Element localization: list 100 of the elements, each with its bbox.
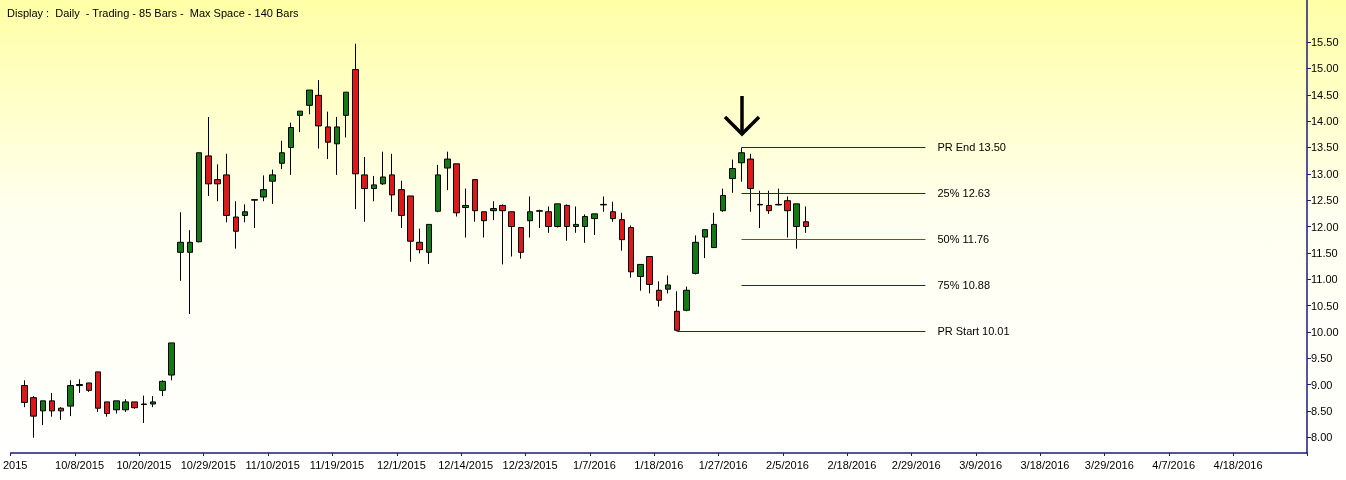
candlestick (435, 164, 441, 213)
candlestick (159, 379, 166, 397)
candlestick (86, 382, 92, 393)
y-tick-label: 11.00 (1311, 273, 1338, 286)
candlestick (334, 116, 340, 176)
candlestick (389, 153, 395, 213)
x-tick-label: 10/29/2015 (180, 458, 236, 471)
x-tick-label: 12/23/2015 (502, 458, 558, 471)
y-tick-label: 13.00 (1311, 167, 1339, 180)
text: Display : Daily - Trading - 85 Bars - Max Space - 140 Bars (7, 6, 300, 19)
x-tick-label: 12/1/2015 (376, 458, 426, 471)
candlestick (702, 229, 708, 259)
x-tick-label: 2/18/2016 (827, 458, 877, 471)
y-tick-label: 15.00 (1311, 62, 1339, 75)
candlestick (536, 209, 543, 229)
candlestick (104, 401, 110, 418)
x-tick-label: 11/19/2015 (309, 458, 365, 471)
x-tick-label: 1/27/2016 (698, 458, 748, 471)
candlestick (196, 152, 202, 243)
candlestick (656, 280, 662, 308)
y-tick-label: 15.50 (1311, 36, 1339, 49)
candlestick (251, 199, 258, 229)
candlestick (619, 212, 625, 252)
candlestick (582, 213, 588, 244)
candlestick (747, 153, 754, 213)
candlestick (711, 212, 717, 249)
candlestick (600, 195, 607, 213)
y-tick-label: 10.50 (1311, 299, 1339, 312)
candlestick (453, 163, 460, 217)
candlestick (269, 169, 276, 205)
x-tick-label: 2015 (2, 458, 28, 471)
y-tick-label: 8.50 (1311, 404, 1333, 417)
x-tick-label: 10/20/2015 (116, 458, 172, 471)
candlestick (407, 195, 414, 263)
candlestick (233, 200, 239, 250)
candlestick (279, 140, 285, 170)
x-tick-label: 4/18/2016 (1213, 458, 1263, 471)
candlestick (674, 290, 680, 332)
candlestick (757, 190, 763, 229)
candlestick (490, 200, 497, 221)
y-tick-label: 12.50 (1311, 194, 1339, 207)
y-tick-label: 9.50 (1311, 352, 1333, 365)
candlestick (242, 203, 248, 223)
candlestick (472, 179, 478, 223)
candlestick (545, 205, 552, 234)
candlestick (462, 188, 469, 239)
y-tick-label: 8.00 (1311, 431, 1333, 444)
candlestick (683, 286, 690, 312)
candlestick (343, 91, 349, 138)
y-tick-label: 12.00 (1311, 220, 1339, 233)
ref-line-label: 50% 11.76 (937, 233, 990, 246)
x-tick-label: 2/5/2016 (766, 458, 809, 471)
candlestick (380, 151, 386, 186)
y-tick-label: 14.50 (1311, 88, 1339, 101)
candlestick (288, 122, 294, 176)
candlestick (315, 79, 322, 150)
candlestick (297, 110, 303, 133)
candlestick (58, 406, 64, 421)
candlestick (49, 392, 55, 418)
candlestick (775, 188, 782, 206)
candlestick (591, 213, 598, 236)
x-tick-label: 4/7/2016 (1152, 458, 1196, 471)
x-tick-label: 12/14/2015 (438, 458, 494, 471)
candlestick (665, 274, 671, 294)
candlestick (646, 256, 653, 294)
candlestick (260, 174, 267, 202)
candlestick (67, 379, 74, 417)
candlestick (554, 203, 561, 229)
candlestick (426, 223, 432, 265)
candlestick (168, 342, 175, 381)
y-tick-label: 13.50 (1311, 141, 1339, 154)
candlestick (692, 234, 699, 275)
candlestick (793, 203, 800, 250)
candlestick (499, 203, 506, 265)
candlestick (729, 159, 736, 194)
candlestick (610, 201, 616, 223)
candlestick (803, 205, 809, 234)
y-tick-label: 10.00 (1311, 325, 1339, 338)
candlestick (527, 195, 533, 239)
candlestick (518, 227, 524, 260)
candlestick (325, 111, 331, 160)
candlestick (766, 190, 772, 215)
candlestick (95, 371, 101, 413)
x-tick-label: 3/9/2016 (959, 458, 1003, 471)
candlestick (141, 395, 147, 424)
candlestick (306, 89, 313, 115)
candlestick (21, 379, 28, 408)
candlestick (637, 263, 644, 292)
x-tick-label: 1/18/2016 (634, 458, 684, 471)
x-tick-label: 11/10/2015 (245, 458, 300, 471)
x-tick-label: 2/29/2016 (891, 458, 941, 471)
y-tick-label: 11.50 (1311, 246, 1338, 259)
candlestick (40, 400, 46, 426)
x-tick-label: 3/18/2016 (1020, 458, 1070, 471)
ref-line-label: 75% 10.88 (937, 279, 991, 292)
candlestick (122, 398, 129, 413)
candlestick (352, 43, 359, 210)
y-tick-label: 14.00 (1311, 115, 1339, 128)
x-tick-label: 1/7/2016 (573, 458, 616, 471)
candlestick (738, 146, 745, 183)
